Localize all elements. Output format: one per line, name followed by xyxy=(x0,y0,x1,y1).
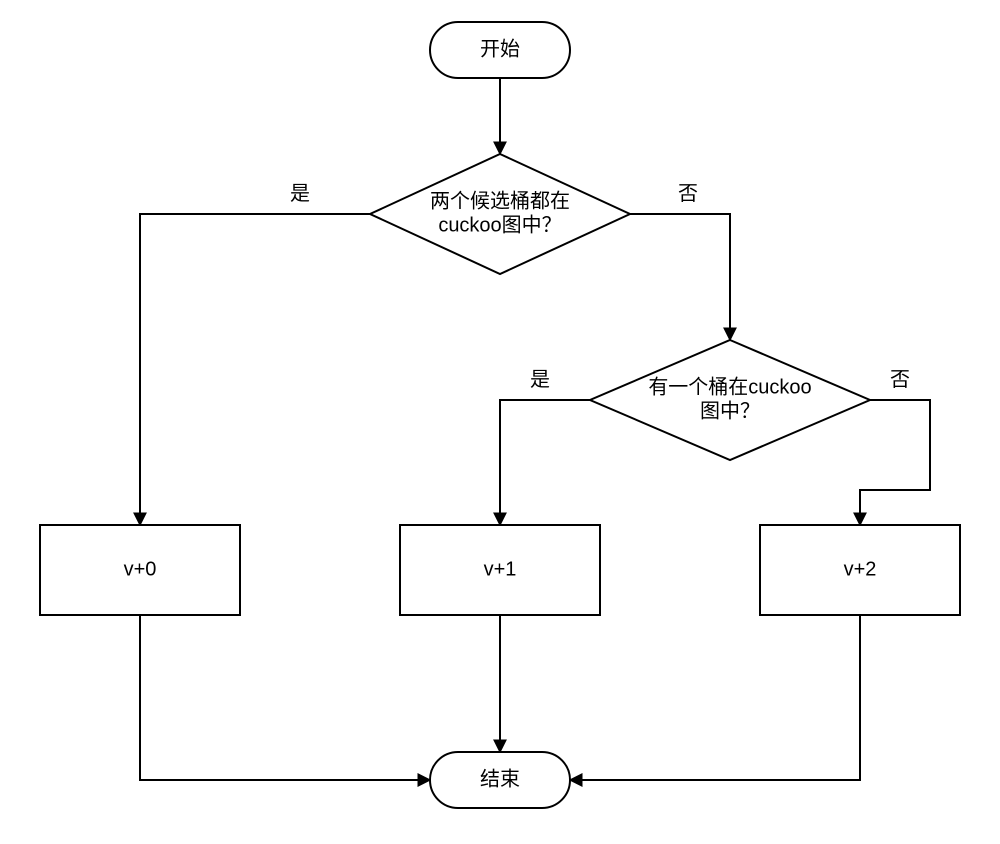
node-start-label: 开始 xyxy=(480,37,520,60)
node-d2: 有一个桶在cuckoo图中？ xyxy=(590,340,870,460)
node-d1-line-1: cuckoo图中？ xyxy=(438,213,561,236)
node-d2-line-0: 有一个桶在cuckoo xyxy=(648,375,811,398)
edge-label-2: 否 xyxy=(678,183,698,205)
node-d1-line-0: 两个候选桶都在 xyxy=(430,189,570,212)
edge-2 xyxy=(630,214,730,340)
edge-5 xyxy=(140,615,430,780)
node-p0-label: v+0 xyxy=(124,558,157,580)
edge-7 xyxy=(570,615,860,780)
edge-label-3: 是 xyxy=(530,369,550,391)
edge-label-4: 否 xyxy=(890,369,910,391)
node-p1-label: v+1 xyxy=(484,558,517,580)
node-p1: v+1 xyxy=(400,525,600,615)
edge-4 xyxy=(860,400,930,525)
edge-1 xyxy=(140,214,370,525)
node-p2: v+2 xyxy=(760,525,960,615)
node-p0: v+0 xyxy=(40,525,240,615)
node-start: 开始 xyxy=(430,22,570,78)
node-end: 结束 xyxy=(430,752,570,808)
node-d2-line-1: 图中？ xyxy=(700,399,760,422)
node-end-label: 结束 xyxy=(480,767,520,790)
node-d1: 两个候选桶都在cuckoo图中？ xyxy=(370,154,630,274)
edge-3 xyxy=(500,400,590,525)
node-p2-label: v+2 xyxy=(844,558,877,580)
edge-label-1: 是 xyxy=(290,183,310,205)
